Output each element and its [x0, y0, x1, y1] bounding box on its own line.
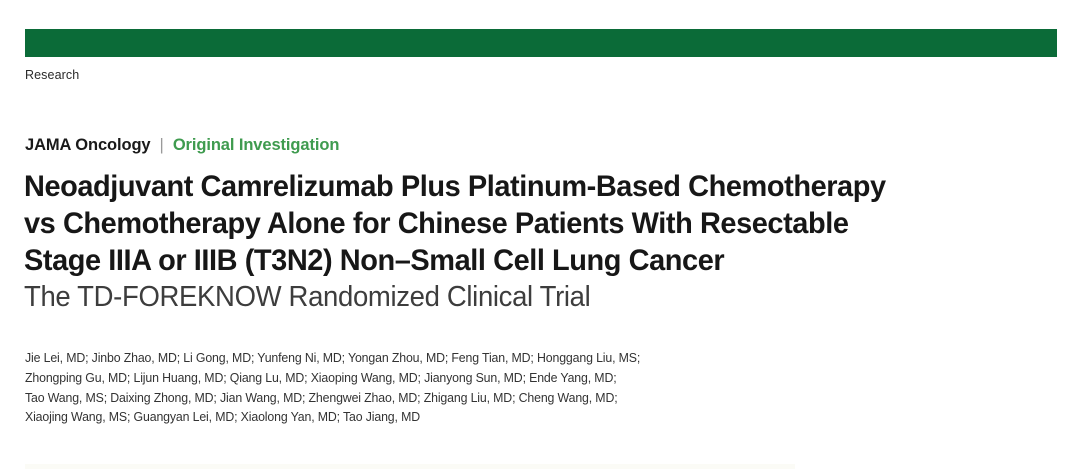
journal-separator: | — [159, 136, 164, 154]
bottom-divider-rule — [25, 464, 795, 469]
author-line: Xiaojing Wang, MS; Guangyan Lei, MD; Xia… — [25, 410, 420, 425]
article-subtitle: The TD-FOREKNOW Randomized Clinical Tria… — [24, 281, 591, 313]
journal-name: JAMA Oncology — [25, 136, 151, 154]
author-line: Tao Wang, MS; Daixing Zhong, MD; Jian Wa… — [25, 390, 618, 405]
article-title-line-1: Neoadjuvant Camrelizumab Plus Platinum-B… — [24, 170, 886, 203]
journal-line: JAMA Oncology | Original Investigation — [25, 136, 339, 155]
author-line: Zhongping Gu, MD; Lijun Huang, MD; Qiang… — [25, 370, 617, 385]
masthead-green-bar — [25, 29, 1057, 57]
article-type-label: Original Investigation — [172, 136, 340, 154]
author-list: Jie Lei, MD; Jinbo Zhao, MD; Li Gong, MD… — [25, 349, 1035, 428]
running-head-research: Research — [25, 68, 80, 82]
article-title-line-2: vs Chemotherapy Alone for Chinese Patien… — [24, 207, 849, 240]
article-title-block: Neoadjuvant Camrelizumab Plus Platinum-B… — [24, 168, 1024, 315]
article-title-line-3: Stage IIIA or IIIB (T3N2) Non–Small Cell… — [24, 244, 725, 277]
author-line: Jie Lei, MD; Jinbo Zhao, MD; Li Gong, MD… — [25, 351, 641, 365]
